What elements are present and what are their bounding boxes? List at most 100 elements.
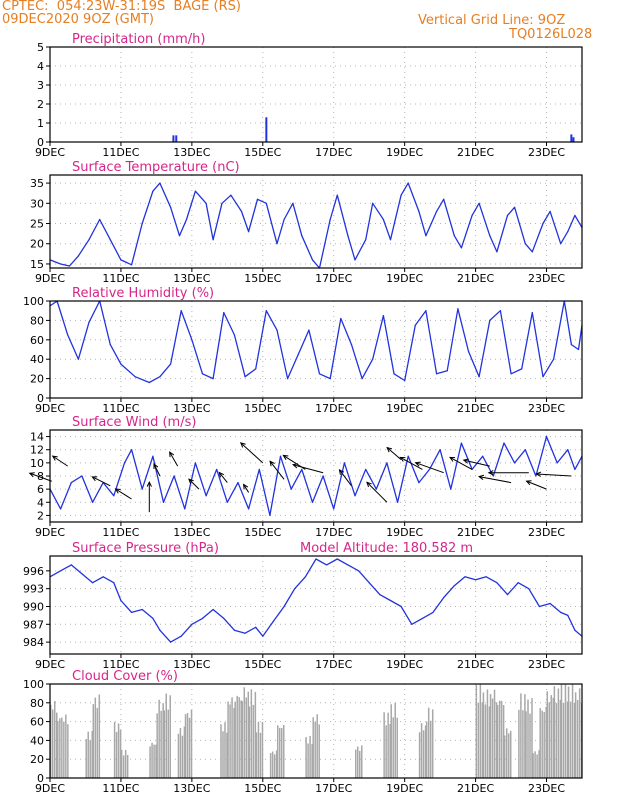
series-point [113,495,115,497]
series-point [492,475,494,477]
y-tick-label: 20 [30,753,44,766]
series-point [368,582,370,584]
wind-vector [169,451,179,467]
series-point [205,202,207,204]
y-tick-label: 993 [23,583,44,596]
wind-arrowhead [366,481,372,488]
cloud-bar [89,740,91,778]
cloud-bar [162,703,164,778]
series-point [81,475,83,477]
x-tick-label: 19DEC [386,526,423,539]
series-point [152,455,154,457]
x-tick-label: 17DEC [315,272,352,285]
series-point [185,218,188,221]
series-point [549,210,551,212]
cloud-bar [117,723,120,778]
series-point [425,235,427,237]
wind-arrowhead [188,478,194,485]
series-point [340,317,342,320]
panel-title: Surface Pressure (hPa) [72,541,219,556]
panel-title: Surface Wind (m/s) [72,415,196,430]
cloud-bar [541,710,543,778]
series-point [311,259,314,261]
x-tick-label: 9DEC [35,658,65,671]
cloud-bar [236,695,238,778]
cloud-bar [527,699,529,778]
x-tick-label: 23DEC [528,526,565,539]
x-tick-label: 23DEC [528,658,565,671]
series-point [389,239,392,241]
series-point [574,214,576,217]
precip-bar [175,135,178,142]
series-point [496,251,498,253]
series-point [212,239,214,241]
series-point [524,449,526,451]
series-point [506,594,509,596]
cloud-bar [539,708,541,778]
series-point [60,263,62,265]
series-point [201,617,204,619]
cloud-bar [548,702,551,778]
series-point [120,599,122,602]
cloud-bar [273,754,276,778]
series-point [365,239,367,241]
cloud-bar [361,745,363,778]
precip-bar [570,134,573,142]
series-point [67,334,69,336]
cloud-bar [573,702,576,778]
wind-arrowhead [282,454,289,460]
series-point [531,312,533,314]
cloud-bar [119,729,122,778]
wind-arrowhead [91,476,98,482]
series-point [130,611,133,614]
series-point [372,358,374,360]
cloud-bar [229,704,231,778]
series-point [318,373,321,375]
cloud-bar [489,694,492,778]
series-point [560,611,562,614]
series-point [255,368,257,370]
y-tick-label: 8 [37,470,44,483]
cloud-bar [305,737,307,778]
cloud-bar [431,709,434,778]
y-tick-label: 2 [37,509,44,522]
cloud-bar [122,755,125,778]
wind-arrowhead [218,471,225,478]
series-point [191,623,193,625]
series-point [336,194,338,196]
y-tick-label: 80 [30,697,44,710]
wind-vector [52,455,69,467]
wind-arrowhead [399,456,406,462]
series-point [567,231,569,233]
series-point [77,255,79,257]
series-point [223,312,225,314]
series-point [169,206,172,208]
wind-arrowhead [477,474,485,480]
panel-title: Surface Temperature (nC) [72,160,240,175]
series-point [567,614,569,616]
cloud-bar [226,732,228,778]
cloud-bar [491,698,494,778]
series-point [428,468,431,471]
series-point [194,190,197,192]
cloud-bar [429,720,432,778]
x-tick-label: 15DEC [244,782,281,795]
wind-vector [339,469,352,487]
wind-arrowhead [535,471,542,477]
cloud-bar [167,709,169,778]
series-point [354,495,356,497]
cloud-bar [493,689,496,778]
cloud-bar [555,703,558,778]
series-point [311,501,314,503]
wind-vector [536,473,572,477]
wind-vector [269,460,285,480]
cloud-bar [420,723,423,778]
series-point [255,626,257,628]
series-point [542,376,544,378]
cloud-bar [312,717,314,778]
series-point [510,373,512,375]
wind-vector [240,442,264,464]
series-point [109,239,111,241]
series-point [152,190,154,192]
series-point [386,462,388,464]
